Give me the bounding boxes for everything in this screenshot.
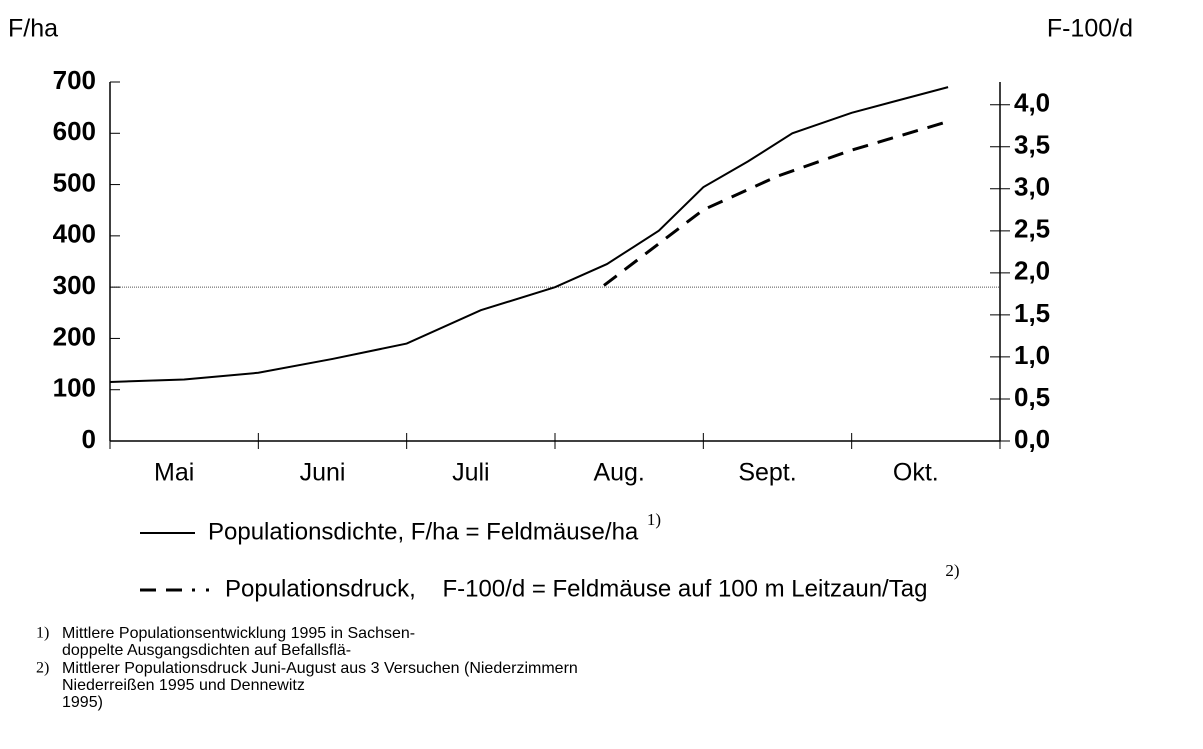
legend-note: 2) [945, 561, 959, 580]
y-tick-label: 100 [53, 373, 96, 403]
y-tick-label: 400 [53, 219, 96, 249]
x-tick-label: Aug. [593, 459, 644, 487]
y2-tick-label: 2,0 [1014, 256, 1050, 286]
y2-tick-label: 1,5 [1014, 298, 1050, 328]
y-tick-label: 600 [53, 116, 96, 146]
y2-axis-title: F-100/d [1047, 15, 1133, 43]
y-tick-label: 500 [53, 167, 96, 197]
legend-dot [206, 588, 209, 592]
footnote-line: doppelte Ausgangsdichten auf Befallsflä- [62, 642, 351, 659]
y-tick-label: 300 [53, 270, 96, 300]
y-tick-label: 200 [53, 321, 96, 351]
x-tick-label: Mai [154, 459, 194, 487]
footnote-line: Mittlerer Populationsdruck Juni-August a… [62, 660, 578, 677]
line [109, 86, 949, 384]
y2-tick-label: 3,5 [1014, 130, 1050, 160]
y2-tick-label: 1,0 [1014, 340, 1050, 370]
y-tick-label: 0 [82, 424, 96, 454]
x-tick-label: Okt. [893, 459, 939, 487]
footnote-line: 1995) [62, 694, 103, 711]
y-tick-label: 700 [53, 65, 96, 95]
y2-tick-label: 0,5 [1014, 382, 1050, 412]
line [603, 120, 949, 287]
footnote-number: 1) [36, 625, 49, 642]
x-tick-label: Juli [452, 459, 490, 487]
legend-label: Populationsdichte, F/ha = Feldmäuse/ha [208, 518, 639, 545]
y2-tick-label: 0,0 [1014, 424, 1050, 454]
y2-tick-label: 4,0 [1014, 88, 1050, 118]
y2-tick-label: 3,0 [1014, 172, 1050, 202]
footnote-number: 2) [36, 660, 49, 677]
x-tick-label: Juni [300, 459, 346, 487]
y2-tick-label: 2,5 [1014, 214, 1050, 244]
y-axis-title: F/ha [8, 15, 58, 43]
legend-note: 1) [647, 510, 661, 529]
footnote-line: Mittlere Populationsentwicklung 1995 in … [62, 625, 415, 642]
footnote-line: Niederreißen 1995 und Dennewitz [62, 677, 305, 694]
legend-label: Populationsdruck, F-100/d = Feldmäuse au… [225, 575, 927, 602]
x-tick-label: Sept. [738, 459, 796, 487]
